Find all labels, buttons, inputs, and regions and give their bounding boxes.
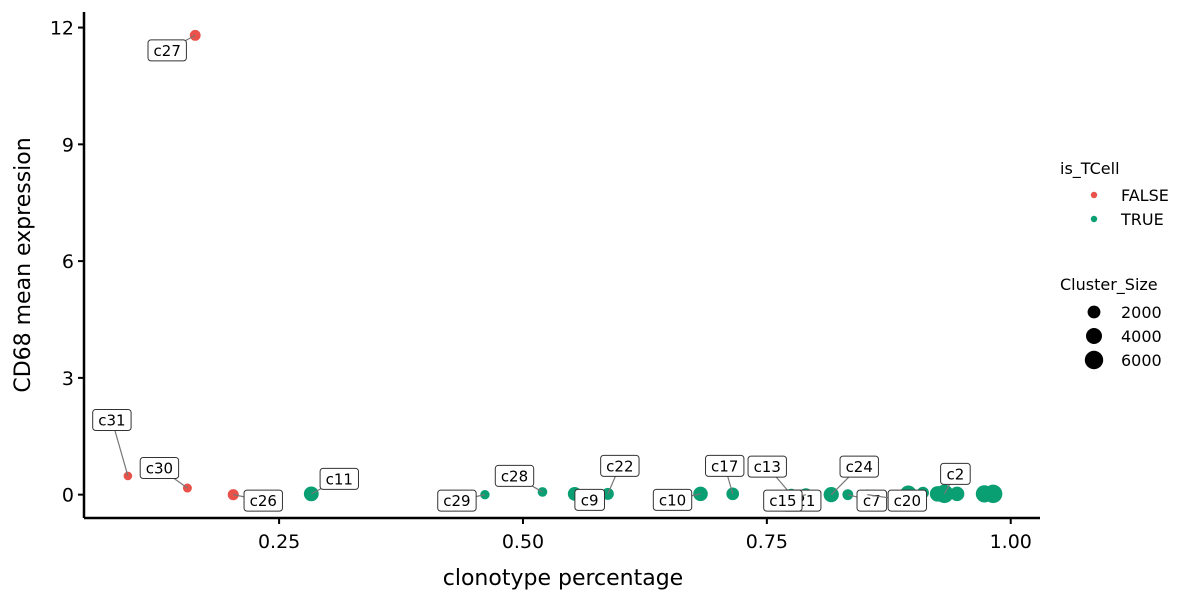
point-label: c20 bbox=[894, 492, 921, 510]
color-legend-label: FALSE bbox=[1121, 186, 1169, 205]
label-box bbox=[940, 462, 971, 485]
color-legend-label: TRUE bbox=[1120, 210, 1164, 229]
point-label: c15 bbox=[769, 492, 796, 510]
data-point bbox=[983, 484, 1003, 504]
label-box bbox=[437, 489, 477, 512]
point-label: c29 bbox=[443, 492, 470, 510]
size-legend-key bbox=[1086, 328, 1102, 344]
y-tick-label: 9 bbox=[62, 134, 74, 156]
color-legend-title: is_TCell bbox=[1060, 159, 1120, 179]
point-label: c28 bbox=[501, 467, 528, 485]
data-point bbox=[537, 487, 548, 497]
axes: 0 3 6 9 12 0.25 0.50 0.75 1.00 bbox=[50, 12, 1040, 553]
point-label: c7 bbox=[863, 492, 881, 510]
label-box bbox=[763, 489, 803, 512]
label-box bbox=[705, 454, 745, 477]
label-box bbox=[574, 488, 605, 511]
point-label: c17 bbox=[711, 457, 738, 475]
size-legend-key bbox=[1084, 350, 1104, 370]
label-box bbox=[839, 455, 879, 478]
color-legend-key bbox=[1090, 191, 1098, 199]
color-legend-key bbox=[1090, 215, 1098, 223]
data-point bbox=[842, 489, 854, 501]
point-label: c13 bbox=[754, 458, 781, 476]
label-box bbox=[147, 39, 187, 62]
point-label: c26 bbox=[250, 492, 277, 510]
label-box bbox=[243, 489, 283, 512]
x-tick-label: 1.00 bbox=[990, 531, 1032, 553]
x-axis-title: clonotype percentage bbox=[443, 566, 683, 591]
label-box bbox=[856, 489, 888, 512]
y-tick-label: 0 bbox=[62, 485, 74, 507]
y-tick-label: 12 bbox=[50, 18, 74, 40]
x-tick-label: 0.75 bbox=[746, 531, 788, 553]
y-axis-title: CD68 mean expression bbox=[11, 137, 36, 392]
size-legend-label: 2000 bbox=[1121, 303, 1162, 322]
point-label: c30 bbox=[146, 460, 173, 478]
size-legend-label: 6000 bbox=[1121, 351, 1162, 370]
point-label: c2 bbox=[947, 465, 965, 483]
point-labels-layer: c27c31c30c26c11c29c28c9c22c10c17c21c13c1… bbox=[92, 34, 971, 512]
size-legend-key bbox=[1087, 305, 1101, 319]
label-box bbox=[139, 457, 180, 480]
point-label: c27 bbox=[154, 42, 181, 60]
size-legend-label: 4000 bbox=[1121, 327, 1162, 346]
point-label: c10 bbox=[659, 491, 686, 509]
points-layer bbox=[123, 29, 1003, 504]
y-tick-label: 3 bbox=[62, 368, 74, 390]
label-box bbox=[747, 455, 787, 478]
y-tick-label: 6 bbox=[62, 251, 74, 273]
label-box bbox=[887, 489, 928, 512]
point-label: c24 bbox=[846, 458, 873, 476]
x-tick-label: 0.50 bbox=[502, 531, 544, 553]
label-box bbox=[600, 454, 640, 477]
data-point bbox=[949, 486, 965, 502]
x-tick-label: 0.25 bbox=[258, 531, 300, 553]
label-box bbox=[652, 488, 693, 511]
size-legend-title: Cluster_Size bbox=[1060, 275, 1158, 295]
point-label: c31 bbox=[98, 411, 125, 429]
point-label: c11 bbox=[326, 470, 353, 488]
point-label: c22 bbox=[606, 457, 633, 475]
label-box bbox=[319, 467, 359, 490]
label-box bbox=[494, 464, 535, 487]
label-box bbox=[92, 408, 132, 431]
point-label: c9 bbox=[581, 491, 599, 509]
